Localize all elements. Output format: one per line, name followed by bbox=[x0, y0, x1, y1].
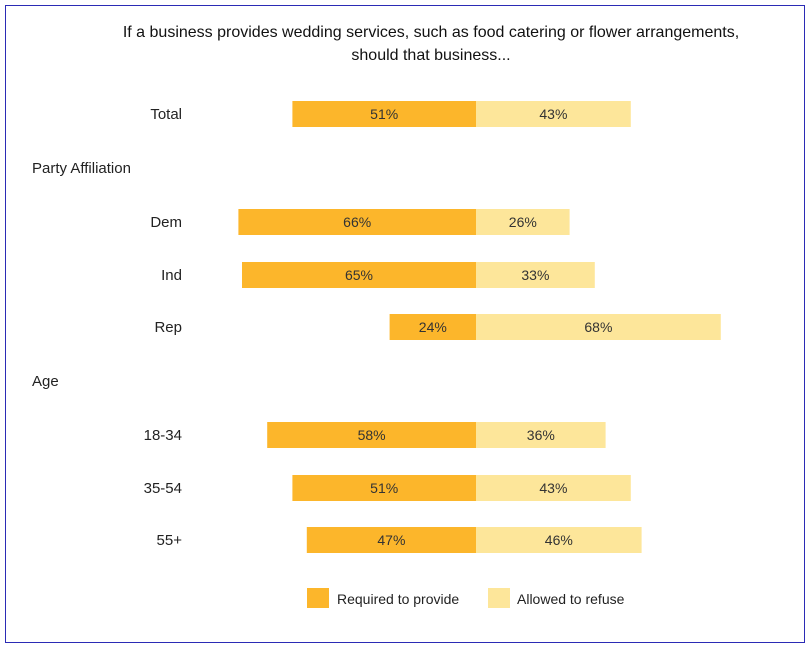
bar-required-to-provide bbox=[389, 314, 476, 340]
value-label-required: 24% bbox=[419, 319, 447, 335]
value-label-required: 65% bbox=[345, 267, 373, 283]
value-label-refuse: 46% bbox=[545, 532, 573, 548]
bar-allowed-to-refuse bbox=[476, 262, 595, 288]
value-label-refuse: 26% bbox=[509, 214, 537, 230]
row-label: 35-54 bbox=[144, 480, 182, 497]
bar-required-to-provide bbox=[267, 422, 476, 448]
group-label: Age bbox=[32, 373, 59, 390]
bar-allowed-to-refuse bbox=[476, 475, 631, 501]
chart-legend: Required to provide Allowed to refuse bbox=[307, 588, 625, 608]
value-label-refuse: 43% bbox=[539, 106, 567, 122]
value-label-required: 51% bbox=[370, 106, 398, 122]
row-label: 18-34 bbox=[144, 427, 182, 444]
chart-title-line-2: should that business... bbox=[351, 47, 510, 64]
bar-required-to-provide bbox=[238, 209, 476, 235]
chart-rows: Total 51% 43% Party Affiliation Dem 66% 26% Ind… bbox=[32, 101, 721, 553]
value-label-required: 66% bbox=[343, 214, 371, 230]
chart-title: If a business provides wedding services,… bbox=[123, 24, 739, 64]
value-label-refuse: 68% bbox=[584, 319, 612, 335]
chart-frame: If a business provides wedding services,… bbox=[5, 5, 805, 643]
legend-label-refuse: Allowed to refuse bbox=[517, 591, 625, 607]
value-label-required: 51% bbox=[370, 480, 398, 496]
row-label: Rep bbox=[154, 319, 182, 336]
value-label-refuse: 43% bbox=[539, 480, 567, 496]
legend-swatch-required bbox=[307, 588, 329, 608]
bar-required-to-provide bbox=[306, 527, 476, 553]
bar-allowed-to-refuse bbox=[476, 422, 606, 448]
group-label: Party Affiliation bbox=[32, 160, 131, 177]
row-label: 55+ bbox=[157, 532, 183, 549]
bar-required-to-provide bbox=[292, 475, 476, 501]
bar-allowed-to-refuse bbox=[476, 101, 631, 127]
value-label-required: 47% bbox=[377, 532, 405, 548]
bar-allowed-to-refuse bbox=[476, 527, 642, 553]
bar-required-to-provide bbox=[292, 101, 476, 127]
row-label: Ind bbox=[161, 267, 182, 284]
value-label-refuse: 33% bbox=[521, 267, 549, 283]
row-label: Dem bbox=[150, 214, 182, 231]
value-label-refuse: 36% bbox=[527, 427, 555, 443]
legend-label-required: Required to provide bbox=[337, 591, 459, 607]
value-label-required: 58% bbox=[358, 427, 386, 443]
chart-title-line-1: If a business provides wedding services,… bbox=[123, 24, 739, 41]
bar-allowed-to-refuse bbox=[476, 314, 721, 340]
bar-required-to-provide bbox=[242, 262, 476, 288]
legend-swatch-refuse bbox=[488, 588, 510, 608]
row-label: Total bbox=[150, 106, 182, 123]
bar-allowed-to-refuse bbox=[476, 209, 570, 235]
chart-svg: If a business provides wedding services,… bbox=[32, 24, 739, 608]
